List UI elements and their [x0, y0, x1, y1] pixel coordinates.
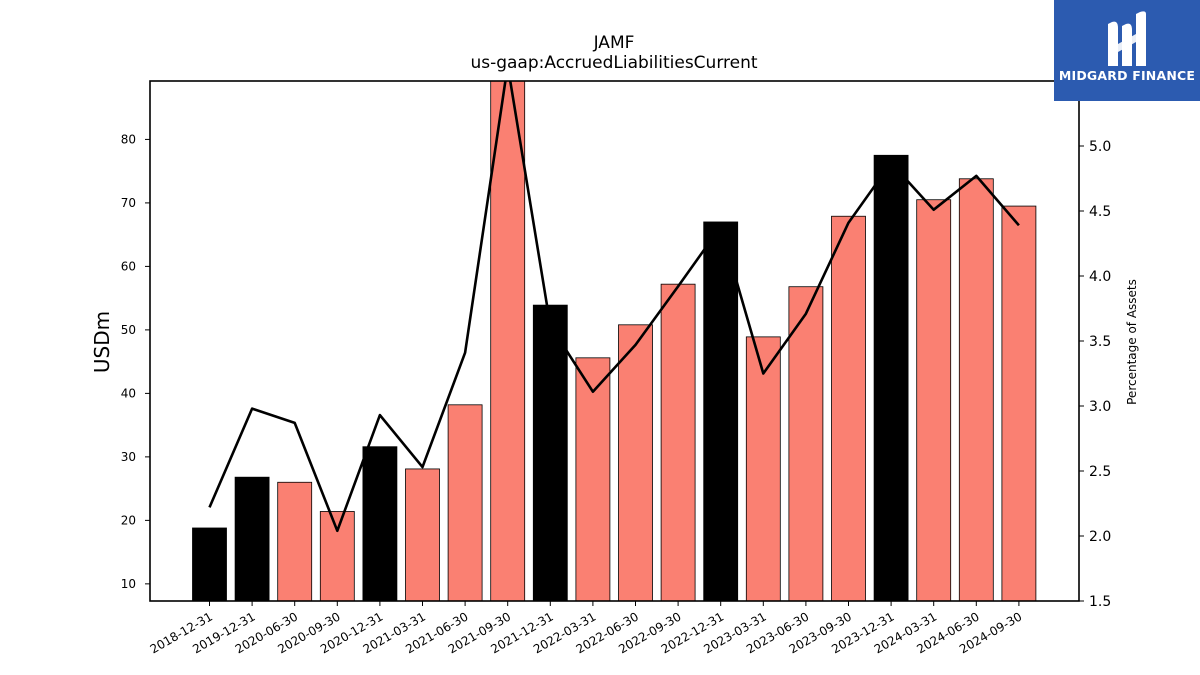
- y-tick-label: 20: [121, 513, 136, 527]
- y-axis-label-right: Percentage of Assets: [1125, 279, 1139, 405]
- y-right-tick-label: 1.5: [1089, 594, 1111, 610]
- bar-2021-03-31: [405, 468, 440, 601]
- bar-2021-09-30: [490, 81, 526, 601]
- bar-2019-12-31: [234, 476, 270, 601]
- y-right-tick-label: 4.5: [1089, 204, 1111, 220]
- bar-2023-12-31: [873, 154, 909, 601]
- bar-2018-12-31: [192, 527, 227, 601]
- y-tick-label: 30: [121, 450, 136, 464]
- chart-title: JAMF: [593, 33, 635, 53]
- y-right-tick-label: 3.5: [1089, 334, 1111, 350]
- y-right-tick-label: 2.0: [1089, 529, 1111, 545]
- y-tick-label: 70: [121, 196, 136, 210]
- brand-logo: MIDGARD FINANCE: [1054, 0, 1200, 101]
- y-tick-label: 60: [121, 259, 136, 273]
- bar-2024-03-31: [916, 199, 952, 601]
- bar-2020-12-31: [362, 446, 398, 601]
- bar-2020-09-30: [319, 511, 355, 601]
- bar-2022-09-30: [660, 283, 696, 601]
- bar-2022-12-31: [703, 221, 739, 601]
- bar-2023-09-30: [831, 215, 866, 601]
- bar-2022-06-30: [618, 324, 653, 601]
- y-tick-label: 50: [121, 323, 136, 337]
- y-tick-label: 80: [121, 132, 136, 146]
- bar-2023-03-31: [745, 336, 781, 601]
- bar-2024-09-30: [1001, 205, 1037, 601]
- y-right-tick-label: 2.5: [1089, 464, 1111, 480]
- bar-2022-03-31: [575, 357, 611, 601]
- y-right-tick-label: 5.0: [1089, 139, 1111, 155]
- y-right-tick-label: 4.0: [1089, 269, 1111, 285]
- y-tick-label: 10: [121, 577, 136, 591]
- percentage-line: [208, 81, 1020, 533]
- bar-2021-06-30: [447, 404, 483, 601]
- bar-2024-06-30: [958, 178, 994, 601]
- bar-2021-12-31: [532, 304, 568, 601]
- bar-2020-06-30: [277, 481, 313, 601]
- y-axis-label-left: USDm: [90, 311, 114, 373]
- chart-subtitle: us-gaap:AccruedLiabilitiesCurrent: [470, 53, 757, 73]
- y-tick-label: 40: [121, 386, 136, 400]
- y-right-tick-label: 3.0: [1089, 399, 1111, 415]
- midgard-logo-icon: [1108, 11, 1146, 67]
- logo-text: MIDGARD FINANCE: [1058, 68, 1196, 83]
- bar-2023-06-30: [788, 286, 824, 601]
